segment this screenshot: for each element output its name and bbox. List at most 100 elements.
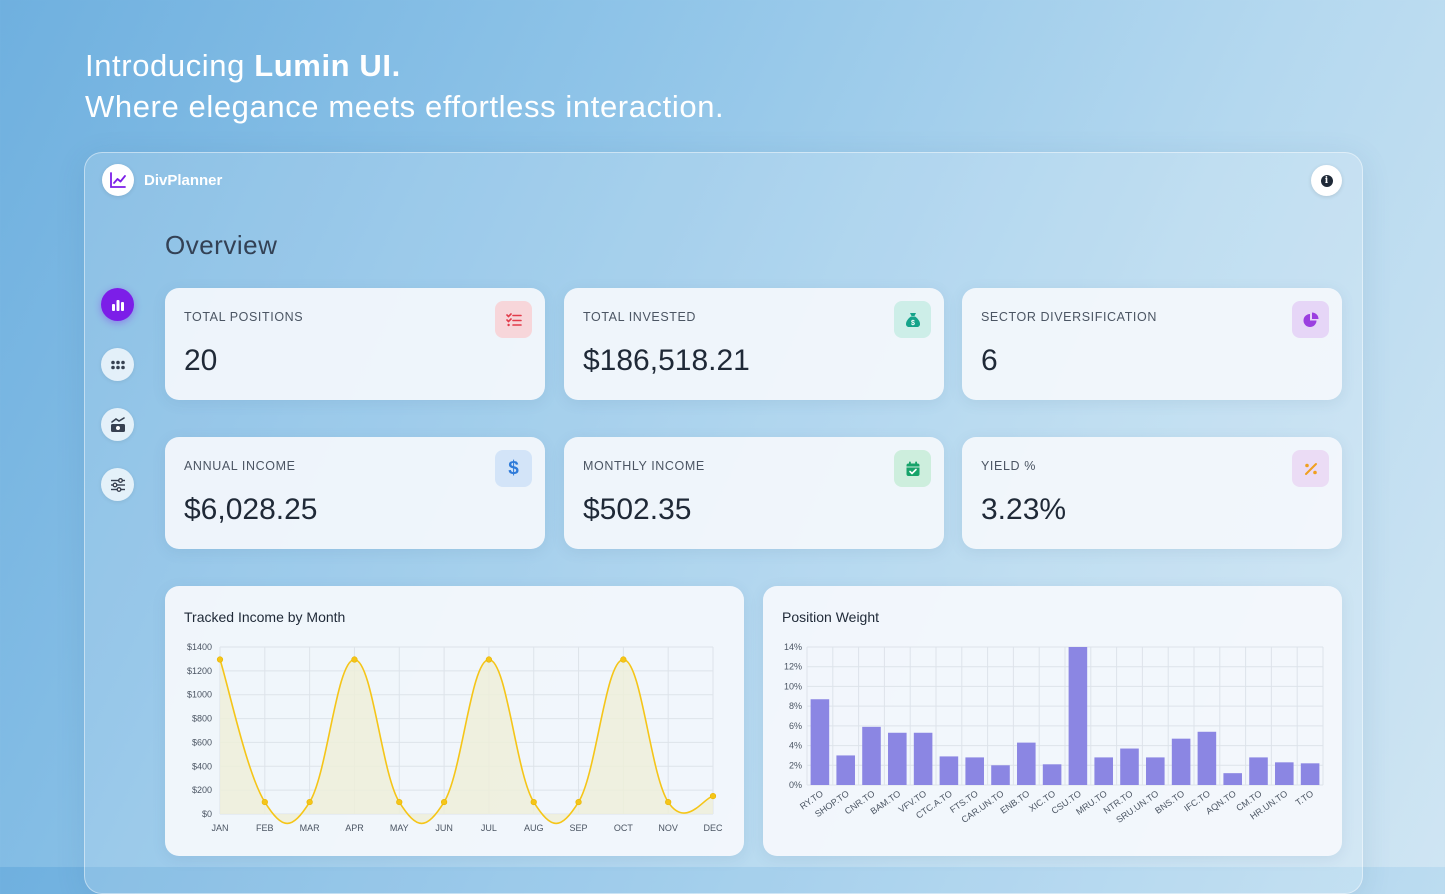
weight-chart-title: Position Weight (782, 609, 880, 625)
y-tick-label: $1000 (187, 690, 212, 700)
stat-value: 3.23% (981, 493, 1067, 526)
pie-chart-icon (1292, 301, 1329, 338)
bar (1275, 762, 1294, 785)
data-point (351, 656, 358, 663)
calendar-check-icon (894, 450, 931, 487)
dollar-icon: $ (495, 450, 532, 487)
bar (1300, 763, 1320, 785)
stat-label: TOTAL INVESTED (583, 310, 697, 324)
x-tick-label: NOV (658, 823, 678, 833)
x-tick-label: MAY (390, 823, 409, 833)
stat-card-total-positions: TOTAL POSITIONS 20 (165, 288, 545, 400)
bar (1146, 757, 1165, 785)
weight-chart-card: Position Weight 0% 2% 4% 6% 8% 10% 12% 14% RY.TO… (763, 586, 1342, 856)
data-point (665, 798, 672, 806)
y-tick-label: $400 (192, 761, 212, 771)
nav-positions-button[interactable] (101, 348, 134, 381)
x-tick-label: OCT (614, 823, 634, 833)
income-chart-title: Tracked Income by Month (184, 609, 346, 625)
data-point (575, 798, 582, 806)
info-button[interactable]: i (1311, 165, 1342, 196)
bar (888, 732, 907, 785)
bar (965, 757, 984, 785)
percent-icon (1292, 450, 1329, 487)
data-point (620, 656, 627, 663)
svg-text:$: $ (911, 320, 915, 327)
hero-brand-name: Lumin UI. (254, 48, 401, 83)
x-tick-label: ENB.TO (998, 788, 1031, 815)
series-area (220, 659, 713, 824)
bar (1171, 738, 1191, 785)
line-chart-icon (102, 164, 134, 196)
y-tick-label: $200 (192, 785, 212, 795)
stat-value: $186,518.21 (583, 344, 750, 377)
x-tick-label: BNS.TO (1153, 788, 1186, 815)
hero-line-1: Introducing Lumin UI. (85, 48, 401, 83)
data-point (440, 798, 448, 806)
x-tick-label: DEC (703, 823, 723, 833)
stat-card-annual-income: ANNUAL INCOME $6,028.25 $ (165, 437, 545, 549)
page-title: Overview (165, 230, 278, 260)
y-tick-label: 2% (789, 760, 802, 770)
data-point (530, 798, 537, 806)
stat-label: YIELD % (981, 459, 1036, 473)
info-icon: i (1320, 174, 1333, 187)
nav-overview-button[interactable] (101, 288, 134, 321)
bar (1120, 748, 1139, 785)
data-point (485, 656, 493, 663)
nav-income-button[interactable] (101, 408, 134, 441)
stat-card-yield: YIELD % 3.23% (962, 437, 1342, 549)
stat-value: 20 (184, 344, 218, 377)
money-growth-icon (110, 416, 125, 432)
data-point (261, 798, 268, 806)
stat-label: TOTAL POSITIONS (184, 310, 304, 324)
checklist-icon (495, 301, 532, 338)
money-bag-icon: $ (894, 301, 931, 338)
y-tick-label: 10% (784, 681, 802, 691)
hero-line-2: Where elegance meets effortless interact… (85, 89, 725, 124)
hero-heading: Introducing Lumin UI. Where elegance mee… (85, 45, 724, 127)
stat-value: 6 (981, 344, 998, 377)
x-tick-label: JUL (481, 823, 497, 833)
stat-label: ANNUAL INCOME (184, 459, 296, 473)
bar (1094, 757, 1113, 785)
y-tick-label: $0 (202, 809, 212, 819)
y-tick-label: 8% (789, 701, 802, 711)
bar (1197, 731, 1217, 785)
data-point (396, 798, 403, 806)
sliders-icon (110, 477, 125, 492)
x-tick-label: FEB (256, 823, 274, 833)
stat-label: SECTOR DIVERSIFICATION (981, 310, 1157, 324)
app-brand[interactable]: DivPlanner (102, 164, 222, 196)
y-tick-label: 12% (784, 662, 802, 672)
bar (862, 726, 881, 785)
stat-value: $6,028.25 (184, 493, 318, 526)
data-point (216, 656, 224, 663)
x-tick-label: JUN (435, 823, 453, 833)
data-point (709, 793, 717, 800)
bar (1017, 742, 1036, 785)
y-tick-label: $600 (192, 737, 212, 747)
y-tick-label: $800 (192, 714, 212, 724)
stat-card-monthly-income: MONTHLY INCOME $502.35 (564, 437, 944, 549)
x-tick-label: APR (345, 823, 364, 833)
x-tick-label: SEP (570, 823, 588, 833)
stat-card-total-invested: TOTAL INVESTED $186,518.21 $ (564, 288, 944, 400)
x-tick-label: AUG (524, 823, 544, 833)
y-tick-label: 4% (789, 741, 802, 751)
bar (1249, 757, 1268, 785)
position-weight-bar-chart: 0%2%4%6%8%10%12%14%RY.TOSHOP.TOCNR.TOBAM… (784, 642, 1324, 825)
bar (810, 699, 830, 785)
nav-settings-button[interactable] (101, 468, 134, 501)
y-tick-label: 0% (789, 780, 802, 790)
bar (836, 755, 855, 785)
bar (913, 732, 933, 785)
stat-value: $502.35 (583, 493, 692, 526)
bar (939, 756, 959, 785)
app-name: DivPlanner (144, 171, 223, 189)
y-tick-label: 14% (784, 642, 802, 652)
x-tick-label: T.TO (1294, 788, 1316, 807)
stat-card-sector-diversification: SECTOR DIVERSIFICATION 6 (962, 288, 1342, 400)
x-tick-label: JAN (211, 823, 228, 833)
x-tick-label: MAR (300, 823, 321, 833)
